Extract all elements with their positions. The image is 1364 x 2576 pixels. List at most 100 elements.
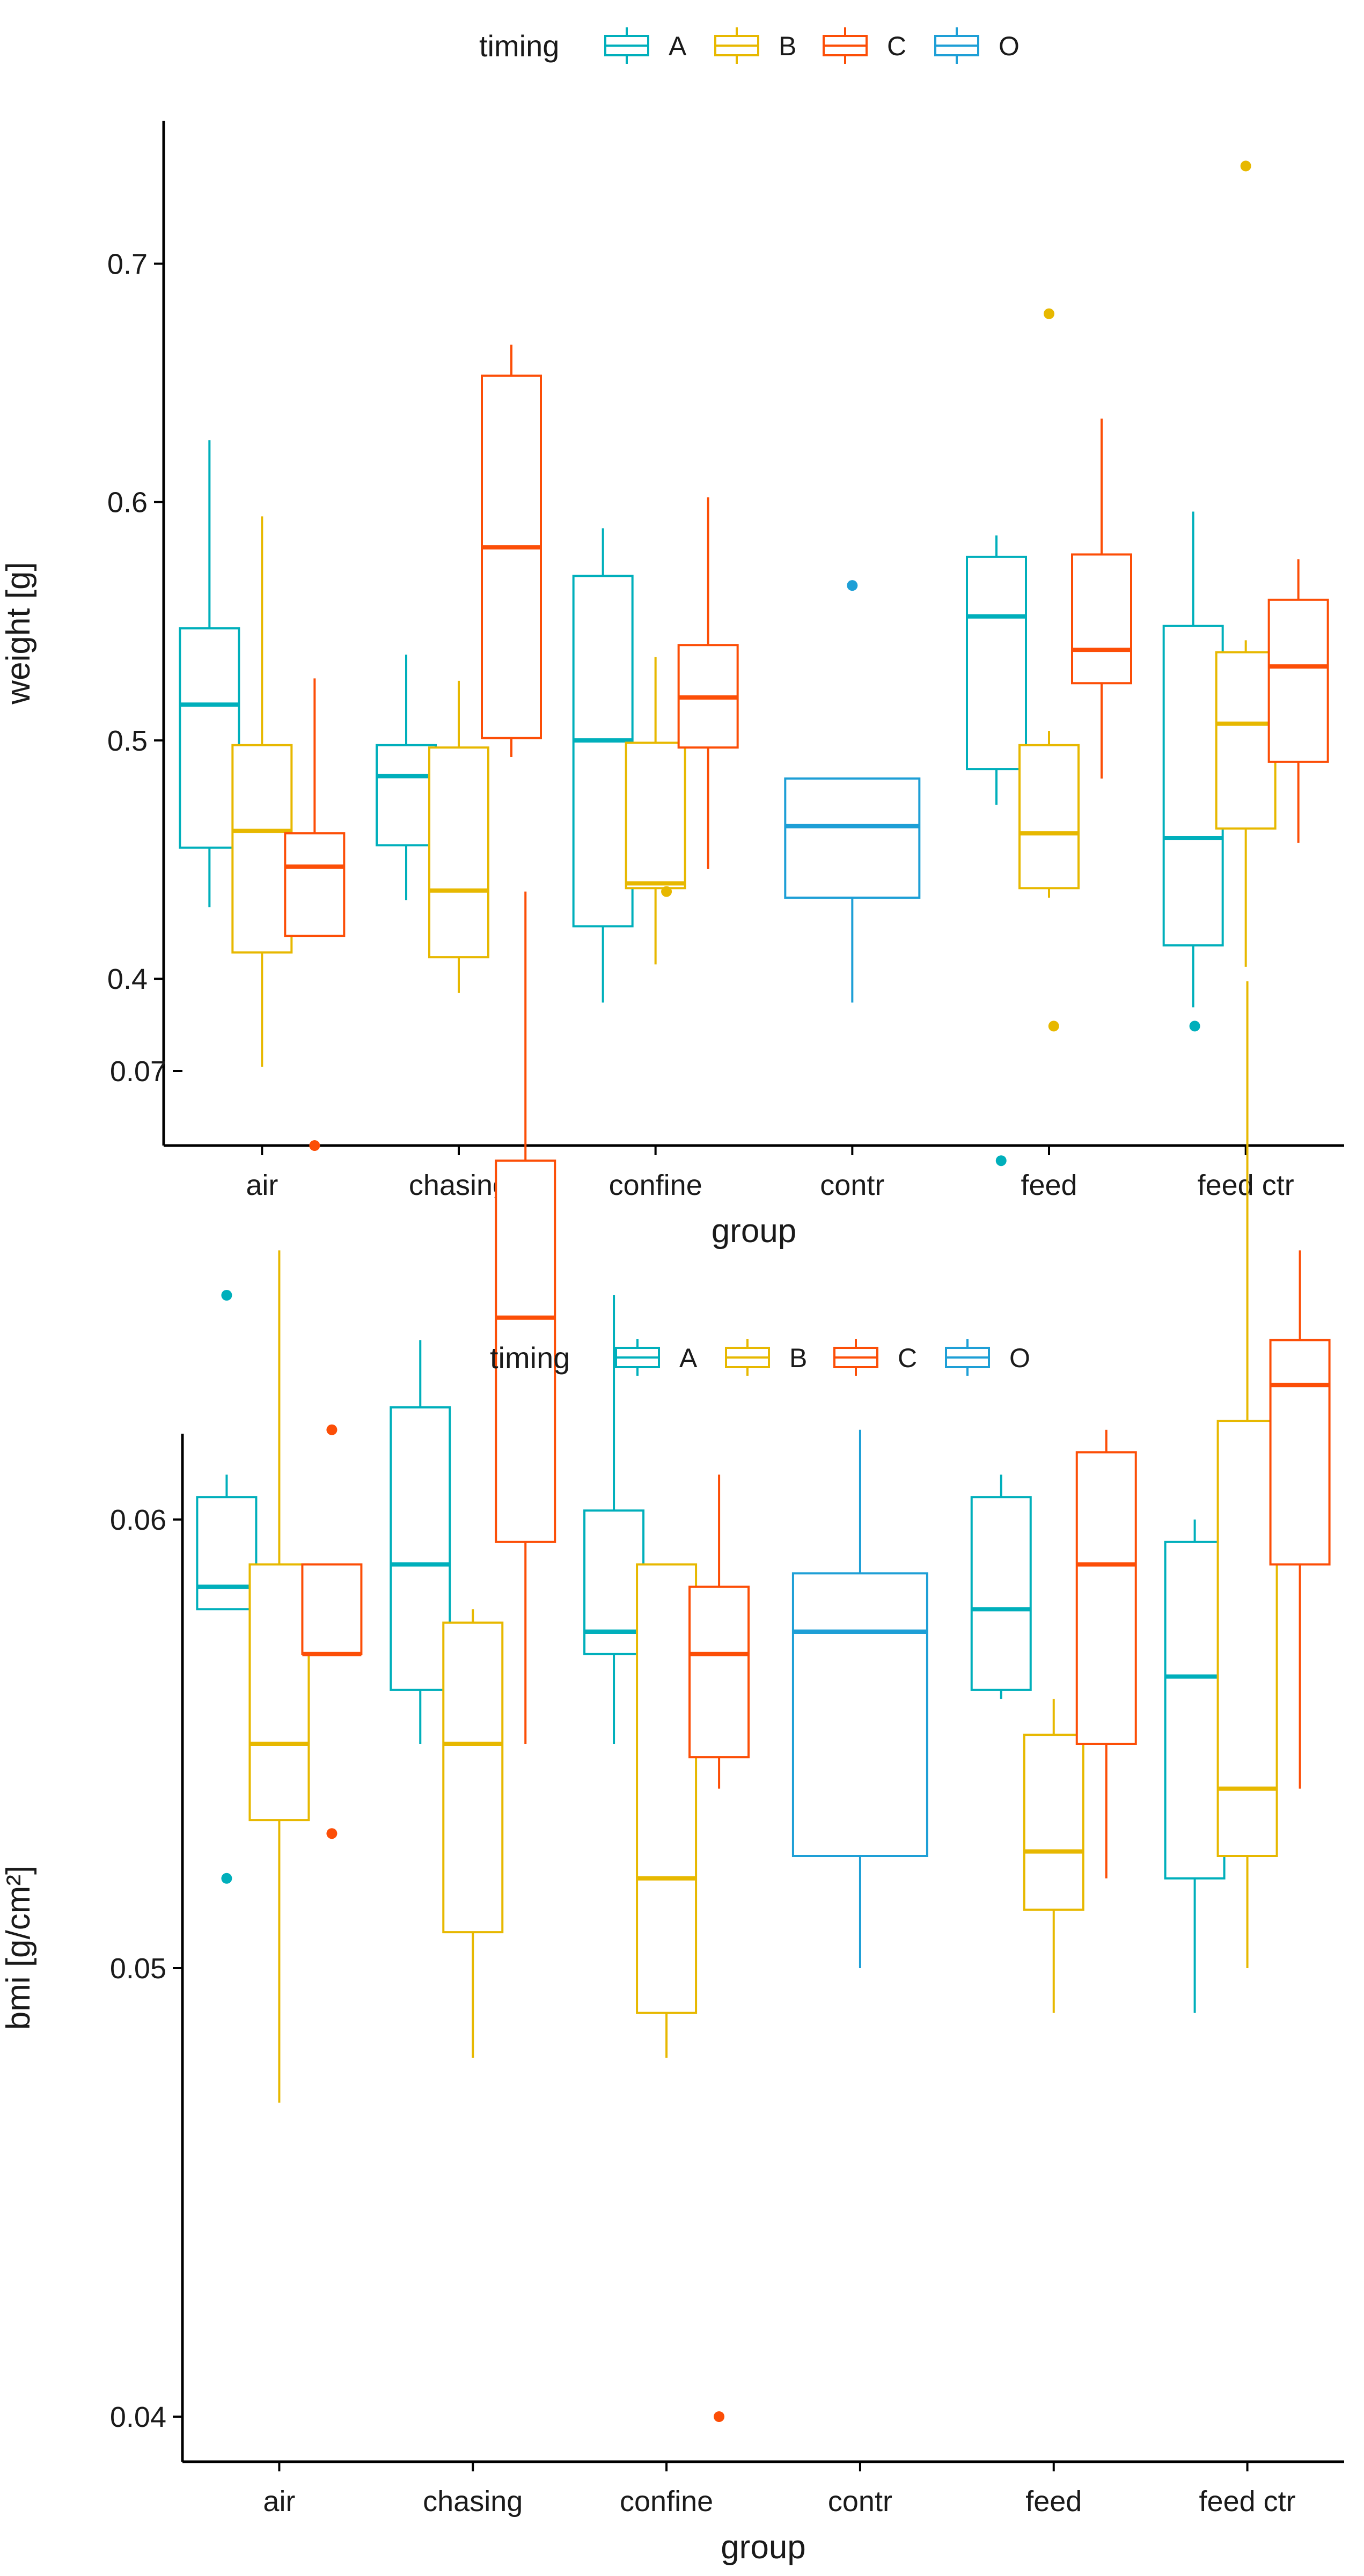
- x-axis-title: group: [721, 2529, 806, 2566]
- box-chasing-A: [376, 654, 437, 900]
- box-iqr: [442, 1621, 504, 1934]
- legend-title: timing: [479, 29, 559, 63]
- box-contr-O: [791, 1429, 928, 1968]
- box-iqr: [284, 832, 346, 937]
- x-tick-label: contr: [828, 2485, 892, 2518]
- box-chasing-B: [442, 1609, 504, 2058]
- outlier-point: [326, 1828, 338, 1839]
- box-confine-C: [688, 1474, 750, 2422]
- y-tick-label: 0.06: [110, 1504, 166, 1536]
- box-iqr: [1269, 1339, 1331, 1566]
- x-tick-label: chasing: [409, 1169, 509, 1201]
- box-iqr: [1162, 625, 1224, 946]
- legend-key-A: A: [604, 27, 687, 64]
- box-confine-A: [583, 1295, 645, 1744]
- box-iqr: [196, 1496, 258, 1611]
- box-air-B: [248, 1250, 310, 2103]
- box-iqr: [688, 1586, 750, 1759]
- legend-key-A: A: [615, 1339, 698, 1376]
- outlier-point: [714, 2411, 725, 2422]
- box-iqr: [1075, 1451, 1137, 1745]
- box-iqr: [1267, 598, 1329, 763]
- box-air-C: [301, 1424, 363, 1839]
- box-confine-C: [677, 497, 739, 869]
- box-iqr: [784, 777, 921, 899]
- box-air-A: [196, 1290, 258, 1884]
- box-iqr: [301, 1563, 363, 1655]
- box-feed-ctr-B: [1216, 981, 1278, 1968]
- box-air-B: [231, 516, 293, 1067]
- outlier-point: [221, 1873, 232, 1884]
- box-contr-O: [784, 580, 921, 1003]
- legend-label: C: [887, 31, 906, 61]
- legend-label: A: [679, 1343, 698, 1373]
- outlier-point: [1189, 1021, 1200, 1032]
- box-iqr: [481, 375, 542, 739]
- box-iqr: [495, 1159, 556, 1543]
- box-feed-ctr-C: [1269, 1250, 1331, 1789]
- legend: timing A B C O: [479, 27, 1020, 64]
- box-iqr: [1023, 1734, 1084, 1911]
- x-tick-label: confine: [620, 2485, 713, 2518]
- legend-key-B: B: [725, 1339, 807, 1376]
- outlier-point: [995, 1155, 1007, 1166]
- box-feed-A: [966, 535, 1027, 805]
- box-iqr: [390, 1406, 451, 1691]
- legend-key-C: C: [823, 27, 906, 64]
- box-iqr: [1071, 553, 1132, 685]
- box-iqr: [636, 1563, 698, 2014]
- outlier-point: [221, 1290, 232, 1301]
- box-iqr: [179, 627, 240, 849]
- x-tick-label: feed: [1021, 1169, 1077, 1201]
- bmi-boxplot-panel: 0.04 0.05 0.06 0.07 air chasing confine contr fe…: [0, 886, 1344, 2566]
- box-feed-A: [970, 1155, 1032, 1699]
- box-air-A: [179, 440, 240, 907]
- legend-key-B: B: [714, 27, 796, 64]
- y-tick-label: 0.05: [110, 1953, 166, 1985]
- y-tick-label: 0.6: [107, 487, 148, 519]
- y-tick-label: 0.04: [110, 2401, 166, 2433]
- y-tick-label: 0.5: [107, 725, 148, 757]
- legend-label: O: [1009, 1343, 1030, 1373]
- y-tick-label: 0.4: [107, 963, 148, 995]
- x-tick-label: contr: [820, 1169, 884, 1201]
- box-confine-A: [572, 528, 634, 1003]
- legend-key-C: C: [833, 1339, 917, 1376]
- box-iqr: [231, 744, 293, 954]
- legend-label: A: [669, 31, 687, 61]
- outlier-point: [1240, 160, 1251, 172]
- box-iqr: [791, 1572, 928, 1858]
- box-air-C: [284, 678, 346, 1151]
- legend-title: timing: [490, 1341, 570, 1375]
- legend: timing A B C O: [490, 1339, 1030, 1376]
- y-tick-label: 0.07: [110, 1055, 166, 1088]
- x-tick-label: air: [246, 1169, 278, 1201]
- box-feed-ctr-B: [1215, 160, 1277, 967]
- legend-label: B: [779, 31, 796, 61]
- legend-label: B: [789, 1343, 807, 1373]
- box-iqr: [1164, 1540, 1226, 1880]
- box-chasing-C: [495, 891, 556, 1744]
- x-axis-title: group: [712, 1213, 797, 1250]
- y-axis-title: weight [g]: [0, 562, 37, 704]
- x-tick-label: chasing: [423, 2485, 523, 2518]
- x-tick-label: feed ctr: [1198, 1169, 1294, 1201]
- outlier-point: [847, 580, 858, 591]
- box-feed-C: [1075, 1429, 1137, 1878]
- y-axis-title: bmi [g/cm²]: [0, 1866, 37, 2030]
- box-feed-B: [1023, 1021, 1084, 2013]
- box-feed-ctr-A: [1162, 511, 1224, 1008]
- legend-label: O: [999, 31, 1020, 61]
- x-tick-label: air: [263, 2485, 295, 2518]
- legend-key-O: O: [945, 1339, 1030, 1376]
- box-iqr: [376, 744, 437, 847]
- box-iqr: [1018, 744, 1080, 890]
- outlier-point: [326, 1424, 338, 1435]
- box-iqr: [1215, 651, 1277, 830]
- outlier-point: [309, 1140, 320, 1151]
- box-iqr: [970, 1496, 1032, 1691]
- box-chasing-B: [428, 680, 489, 993]
- box-iqr: [625, 742, 686, 890]
- box-chasing-C: [481, 344, 542, 757]
